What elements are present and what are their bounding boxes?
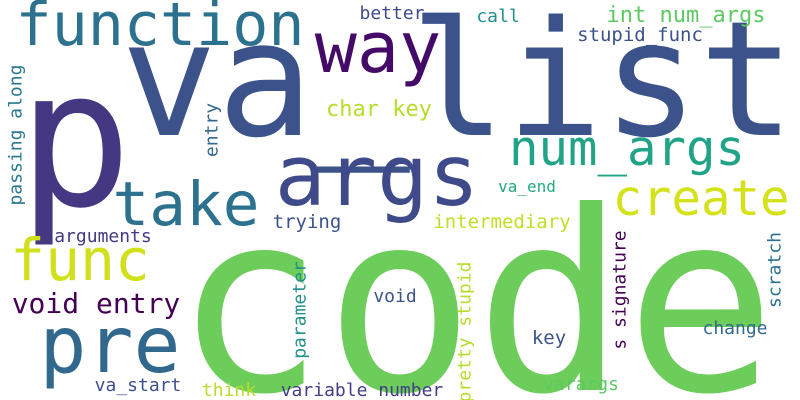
word: va_end (498, 177, 556, 196)
word: int num_args (607, 3, 766, 28)
word: parameter (290, 261, 311, 359)
word: entry (202, 103, 223, 157)
word: passing along (6, 65, 27, 206)
word: function (16, 0, 305, 60)
word: char key (326, 97, 432, 122)
word: call (476, 6, 519, 27)
word: pretty stupid (455, 262, 476, 400)
word: args (275, 127, 480, 226)
word: key (532, 327, 566, 349)
word: arguments (54, 226, 152, 247)
word: way (315, 7, 441, 89)
word: change (702, 318, 767, 339)
word: va_list (121, 0, 795, 173)
word: scratch (765, 232, 786, 308)
word: va_start (95, 375, 182, 396)
word: func (10, 226, 150, 294)
word: code (174, 158, 776, 400)
word: void (373, 286, 416, 307)
word: take (113, 169, 260, 240)
word: num_args (509, 120, 745, 177)
word: think (202, 380, 256, 400)
word: intermediary (433, 211, 570, 233)
word: trying (273, 211, 342, 233)
word: p (18, 29, 132, 250)
word: pre (40, 301, 181, 391)
word: better (359, 3, 424, 24)
word: create (612, 170, 789, 227)
word: variable number (281, 380, 444, 400)
word: stupid_func (577, 24, 703, 46)
word: void entry (12, 287, 181, 320)
word: s signature (610, 230, 631, 349)
word: varargs (543, 374, 619, 395)
